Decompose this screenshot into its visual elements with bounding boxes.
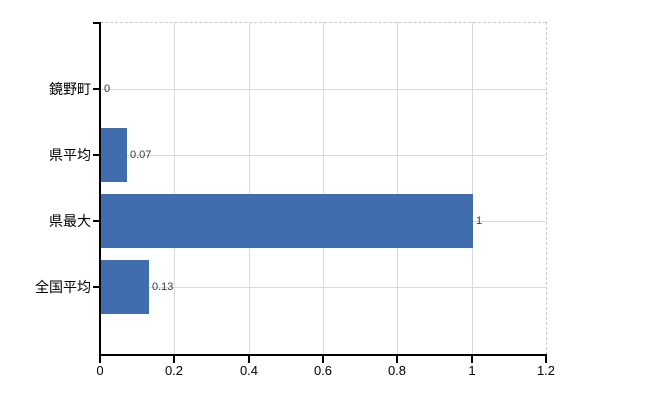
x-gridline [323,22,324,355]
x-gridline [174,22,175,355]
bar-value-label: 0.07 [130,149,152,161]
x-tick-label: 1.2 [536,363,556,378]
category-label: 県平均 [49,147,91,163]
category-label: 全国平均 [35,279,91,295]
bar-value-label: 0 [104,83,111,95]
y-axis-tick [93,88,100,90]
x-tick-label: 0.6 [313,363,333,378]
y-axis-tick [93,286,100,288]
x-axis-tick [322,356,324,363]
x-tick-label: 0.4 [239,363,259,378]
x-gridline [249,22,250,355]
bar-value-label: 0.13 [152,281,174,293]
x-gridline [472,22,473,355]
x-tick-label: 1 [468,363,476,378]
x-tick-label: 0.2 [164,363,184,378]
x-axis-tick [396,356,398,363]
category-label: 県最大 [49,213,91,229]
plot-border-right [546,22,547,355]
y-gridline [101,155,546,156]
category-label: 鏡野町 [49,81,91,97]
y-axis-tick [93,220,100,222]
bar-value-label: 1 [476,215,483,227]
bar-2 [101,128,127,182]
y-axis-top-tick [93,22,100,24]
x-gridline [397,22,398,355]
bar-4 [101,260,149,314]
x-axis-tick [173,356,175,363]
x-axis-tick [248,356,250,363]
x-axis-tick [99,356,101,363]
y-axis [99,22,101,356]
y-axis-tick [93,154,100,156]
x-tick-label: 0.8 [387,363,407,378]
bar-3 [101,194,473,248]
y-gridline [101,89,546,90]
x-axis-tick [545,356,547,363]
x-axis [99,354,547,356]
x-tick-label: 0 [96,363,104,378]
y-gridline [101,287,546,288]
x-axis-tick [471,356,473,363]
